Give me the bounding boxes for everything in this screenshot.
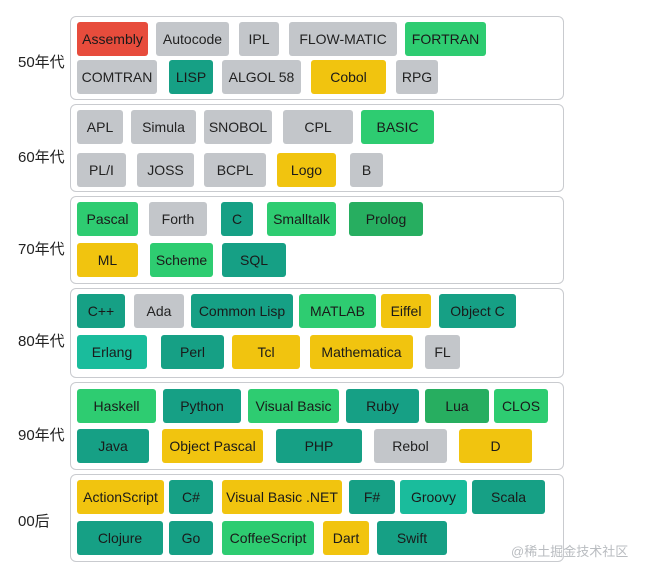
language-tag: Smalltalk xyxy=(267,202,336,236)
language-tag: C xyxy=(221,202,253,236)
language-tag: Ada xyxy=(134,294,184,328)
language-tag: SNOBOL xyxy=(204,110,272,144)
language-tag: Visual Basic .NET xyxy=(222,480,342,514)
language-tag: ALGOL 58 xyxy=(222,60,301,94)
language-tag: Python xyxy=(163,389,241,423)
language-tag: Pascal xyxy=(77,202,138,236)
language-tag: B xyxy=(350,153,383,187)
language-tag: Forth xyxy=(149,202,207,236)
language-tag: BCPL xyxy=(204,153,266,187)
language-tag: Perl xyxy=(161,335,224,369)
language-tag: Eiffel xyxy=(381,294,431,328)
language-tag: Erlang xyxy=(77,335,147,369)
language-tag: Assembly xyxy=(77,22,148,56)
language-tag: Swift xyxy=(377,521,447,555)
language-tag: LISP xyxy=(169,60,213,94)
language-tag: Rebol xyxy=(374,429,447,463)
language-tag: APL xyxy=(77,110,123,144)
language-tag: COMTRAN xyxy=(77,60,157,94)
language-tag: D xyxy=(459,429,532,463)
language-tag: FORTRAN xyxy=(405,22,486,56)
language-tag: IPL xyxy=(239,22,279,56)
era-label: 90年代 xyxy=(18,427,65,444)
language-tag: Scheme xyxy=(150,243,213,277)
language-tag: Scala xyxy=(472,480,545,514)
language-tag: Ruby xyxy=(346,389,419,423)
language-tag: Object C xyxy=(439,294,516,328)
language-tag: ActionScript xyxy=(77,480,164,514)
language-tag: JOSS xyxy=(137,153,194,187)
watermark: @稀土掘金技术社区 xyxy=(511,544,629,559)
language-tag: Groovy xyxy=(400,480,467,514)
era-label: 50年代 xyxy=(18,54,65,71)
language-tag: Tcl xyxy=(232,335,300,369)
language-tag: Mathematica xyxy=(310,335,413,369)
language-tag: FLOW-MATIC xyxy=(289,22,397,56)
language-tag: C# xyxy=(169,480,213,514)
language-tag: CoffeeScript xyxy=(222,521,314,555)
language-tag: Common Lisp xyxy=(191,294,293,328)
language-tag: Logo xyxy=(277,153,336,187)
era-label: 70年代 xyxy=(18,241,65,258)
language-tag: Go xyxy=(169,521,213,555)
language-tag: Object Pascal xyxy=(162,429,263,463)
language-tag: RPG xyxy=(396,60,438,94)
language-tag: Haskell xyxy=(77,389,156,423)
language-tag: F# xyxy=(349,480,395,514)
language-tag: Visual Basic xyxy=(248,389,339,423)
language-tag: Prolog xyxy=(349,202,423,236)
language-tag: CLOS xyxy=(494,389,548,423)
era-label: 80年代 xyxy=(18,333,65,350)
language-tag: ML xyxy=(77,243,138,277)
language-tag: PL/I xyxy=(77,153,126,187)
language-tag: MATLAB xyxy=(299,294,376,328)
language-tag: Simula xyxy=(131,110,196,144)
language-tag: Cobol xyxy=(311,60,386,94)
era-label: 60年代 xyxy=(18,149,65,166)
language-tag: FL xyxy=(425,335,460,369)
language-tag: C++ xyxy=(77,294,125,328)
language-tag: Lua xyxy=(425,389,489,423)
language-tag: BASIC xyxy=(361,110,434,144)
language-tag: SQL xyxy=(222,243,286,277)
language-tag: Clojure xyxy=(77,521,163,555)
era-label: 00后 xyxy=(18,513,50,530)
language-tag: Java xyxy=(77,429,149,463)
language-tag: Dart xyxy=(323,521,369,555)
language-tag: PHP xyxy=(276,429,362,463)
language-tag: CPL xyxy=(283,110,353,144)
language-tag: Autocode xyxy=(156,22,229,56)
